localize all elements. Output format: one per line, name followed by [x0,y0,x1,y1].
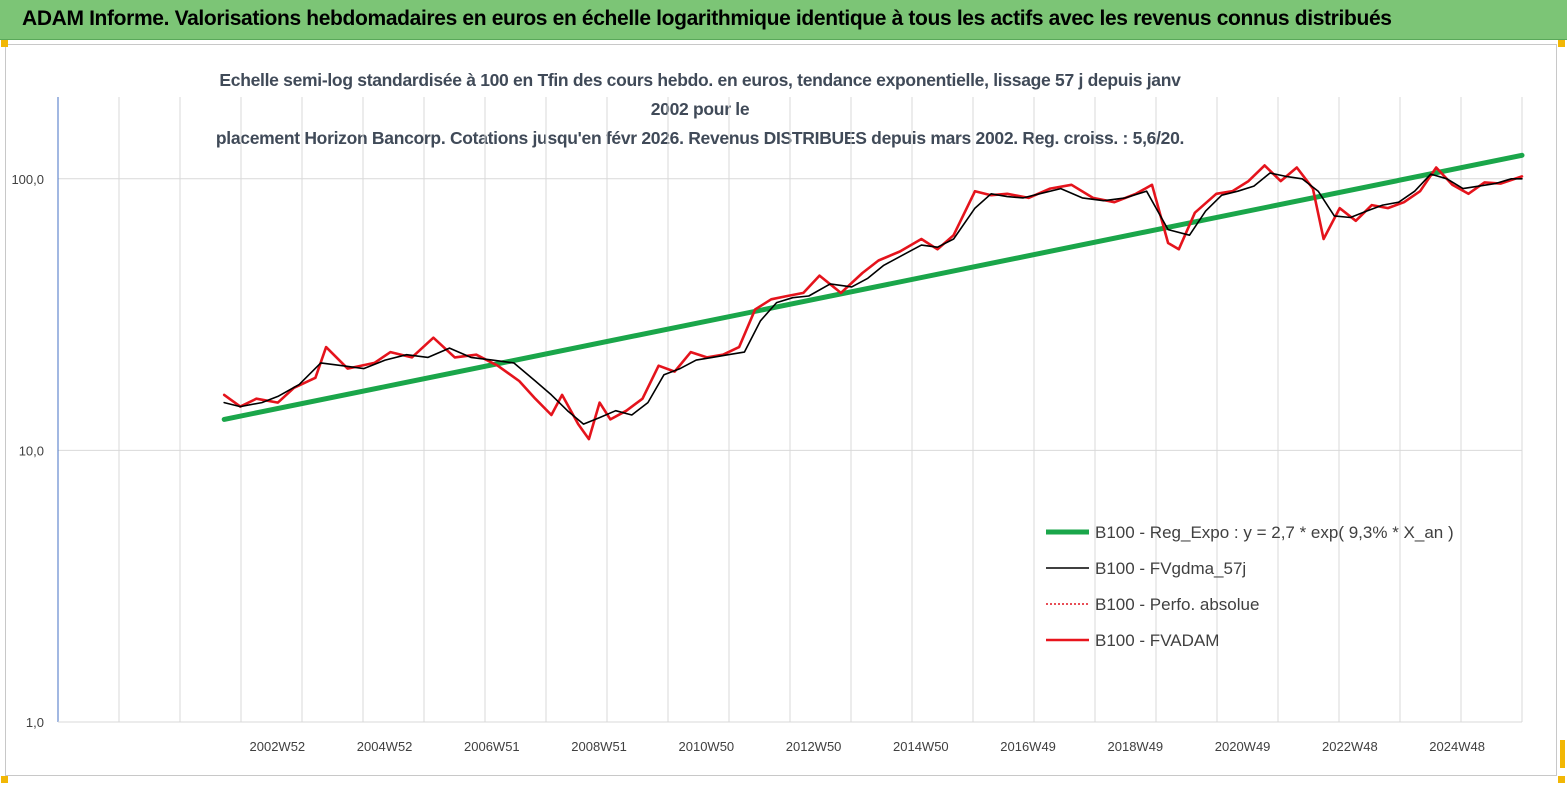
x-tick-label: 2020W49 [1215,739,1271,754]
resize-handle-bottom-right[interactable] [1558,776,1565,783]
series-layer [221,152,1525,441]
resize-handle-bottom-left[interactable] [1,776,8,783]
resize-handle-right-middle[interactable] [1560,740,1565,768]
x-tick-label: 2010W50 [679,739,735,754]
x-tick-label: 2012W50 [786,739,842,754]
resize-handle-top-left[interactable] [1,40,8,47]
chart-frame [5,44,1557,776]
x-tick-label: 2002W52 [250,739,306,754]
x-tick-label: 2016W49 [1000,739,1056,754]
series-line-smooth [223,172,1523,425]
y-tick-label: 10,0 [19,443,44,458]
x-tick-label: 2008W51 [571,739,627,754]
banner: ADAM Informe. Valorisations hebdomadaire… [0,0,1567,40]
x-tick-label: 2014W50 [893,739,949,754]
axis-layer: 1,0 10,0 100,0 2002W52 2004W52 2006W51 2008W51… [11,97,1522,754]
x-tick-label: 2024W48 [1429,739,1485,754]
chart-title-line1: Echelle semi-log standardisée à 100 en T… [219,70,1181,119]
series-line-perf [223,164,1523,440]
chart-title: Echelle semi-log standardisée à 100 en T… [200,66,1200,153]
legend-label-fvadam: B100 - FVADAM [1095,631,1219,650]
chart-title-line2: placement Horizon Bancorp. Cotations jus… [215,128,1185,148]
series-line-reg [221,152,1525,422]
banner-title: ADAM Informe. Valorisations hebdomadaire… [22,7,1392,30]
legend-label-smooth: B100 - FVgdma_57j [1095,559,1246,578]
legend-label-perf: B100 - Perfo. absolue [1095,595,1259,614]
y-tick-label: 1,0 [26,715,44,730]
y-tick-label: 100,0 [11,172,44,187]
legend: B100 - Reg_Expo : y = 2,7 * exp( 9,3% * … [1046,523,1454,650]
x-tick-label: 2006W51 [464,739,520,754]
x-tick-label: 2022W48 [1322,739,1378,754]
x-tick-label: 2018W49 [1108,739,1164,754]
legend-label-reg: B100 - Reg_Expo : y = 2,7 * exp( 9,3% * … [1095,523,1454,542]
resize-handle-top-right[interactable] [1558,40,1565,47]
x-tick-label: 2004W52 [357,739,413,754]
